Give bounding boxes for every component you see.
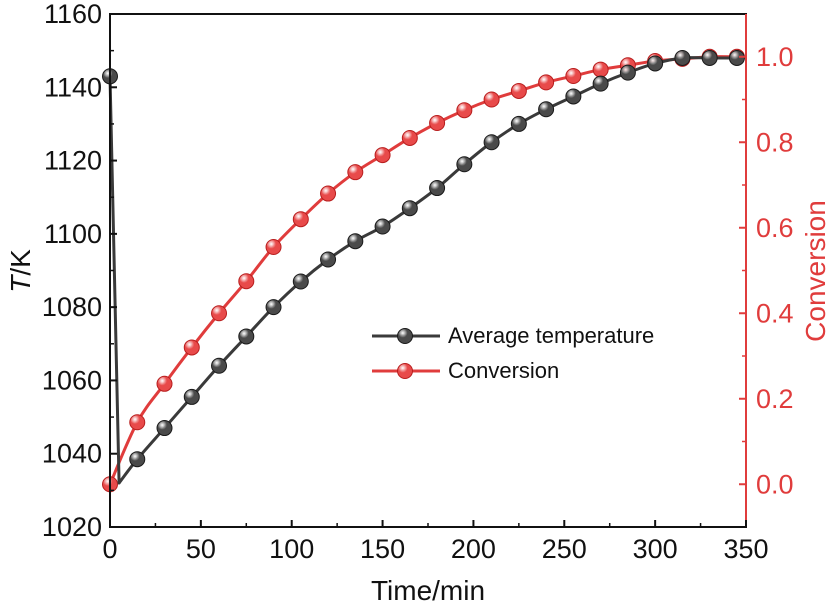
y-right-tick-label: 0.4: [756, 298, 794, 328]
data-point: [320, 185, 337, 202]
x-tick-label: 150: [360, 534, 405, 564]
x-tick-label: 200: [451, 534, 496, 564]
data-point: [238, 328, 255, 345]
data-point: [374, 147, 391, 164]
data-point: [510, 115, 527, 132]
data-point: [211, 305, 228, 322]
data-point: [156, 420, 173, 437]
x-tick-label: 250: [542, 534, 587, 564]
data-point: [674, 49, 691, 66]
y-left-axis-title: T/K: [5, 249, 36, 293]
data-point: [592, 61, 609, 78]
data-point: [483, 134, 500, 151]
y-left-tick-label: 1040: [42, 439, 102, 469]
x-tick-label: 300: [633, 534, 678, 564]
y-left-tick-label: 1140: [44, 72, 102, 102]
y-right-tick-label: 0.0: [756, 469, 794, 499]
data-point: [592, 75, 609, 92]
series-temperature: [102, 49, 745, 485]
data-point: [565, 67, 582, 84]
series-layer: [102, 48, 745, 493]
data-point: [292, 273, 309, 290]
series-conversion: [102, 48, 745, 493]
data-point: [728, 49, 745, 66]
data-point: [401, 129, 418, 146]
data-point: [347, 164, 364, 181]
data-point: [292, 211, 309, 228]
series-line: [108, 55, 737, 485]
data-point: [211, 357, 228, 374]
data-point: [238, 273, 255, 290]
x-tick-label: 350: [723, 534, 768, 564]
data-point: [183, 339, 200, 356]
data-point: [374, 218, 391, 235]
y-left-axis-title-rest: /K: [5, 249, 36, 276]
y-right-tick-label: 0.6: [756, 213, 794, 243]
x-tick-label: 50: [186, 534, 216, 564]
data-point: [129, 414, 146, 431]
legend: Average temperature Conversion: [372, 323, 654, 383]
x-axis-title: Time/min: [371, 575, 485, 604]
y-left-tick-label: 1120: [44, 146, 102, 176]
x-tick-label: 100: [269, 534, 314, 564]
y-right-tick-label: 1.0: [756, 42, 794, 72]
series-line: [108, 56, 737, 485]
legend-label-conversion: Conversion: [448, 358, 559, 383]
y-left-tick-label: 1060: [42, 365, 102, 395]
data-point: [265, 238, 282, 255]
data-point: [183, 388, 200, 405]
data-point: [156, 375, 173, 392]
data-point: [456, 102, 473, 119]
y-right-axis-title: Conversion: [800, 200, 827, 342]
data-point: [647, 55, 664, 72]
data-point: [429, 115, 446, 132]
data-point: [456, 156, 473, 173]
legend-marker-conversion: [397, 363, 413, 379]
y-left-tick-label: 1100: [44, 219, 102, 249]
data-point: [701, 49, 718, 66]
y-left-tick-label: 1080: [42, 292, 102, 322]
y-left-tick-label: 1020: [42, 512, 102, 542]
data-point: [347, 233, 364, 250]
x-tick-label: 0: [102, 534, 117, 564]
data-point: [320, 251, 337, 268]
legend-marker-temperature: [397, 328, 413, 344]
data-point: [265, 299, 282, 316]
data-point: [538, 101, 555, 118]
data-point: [510, 82, 527, 99]
data-point: [401, 200, 418, 217]
data-point: [483, 91, 500, 108]
ticks-layer: 0 50 100 150 200 250 300 350 1020 1040 1060 1080 110…: [42, 0, 794, 564]
y-left-tick-label: 1160: [44, 0, 102, 29]
data-point: [429, 180, 446, 197]
data-point: [619, 64, 636, 81]
y-right-tick-label: 0.8: [756, 127, 794, 157]
data-point: [538, 74, 555, 91]
data-point: [129, 451, 146, 468]
y-right-tick-label: 0.2: [756, 384, 794, 414]
data-point: [565, 88, 582, 105]
plot-frame: [109, 13, 747, 528]
legend-label-temperature: Average temperature: [448, 323, 654, 348]
y-left-axis-title-italic: T: [5, 274, 36, 293]
